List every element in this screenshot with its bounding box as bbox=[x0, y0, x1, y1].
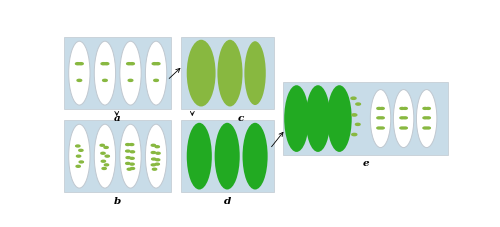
Circle shape bbox=[127, 168, 132, 170]
Ellipse shape bbox=[244, 41, 266, 105]
Circle shape bbox=[352, 114, 357, 116]
Circle shape bbox=[377, 127, 381, 129]
Circle shape bbox=[79, 161, 84, 163]
Text: d: d bbox=[224, 197, 231, 206]
Ellipse shape bbox=[68, 124, 90, 188]
Circle shape bbox=[423, 107, 427, 109]
Circle shape bbox=[152, 63, 157, 65]
Ellipse shape bbox=[416, 90, 437, 148]
Circle shape bbox=[400, 107, 404, 109]
Circle shape bbox=[155, 146, 160, 148]
Circle shape bbox=[126, 157, 130, 159]
Circle shape bbox=[76, 145, 80, 147]
Circle shape bbox=[76, 155, 80, 157]
Circle shape bbox=[78, 63, 83, 65]
Circle shape bbox=[77, 79, 82, 81]
Circle shape bbox=[102, 79, 108, 81]
Circle shape bbox=[156, 159, 160, 161]
Bar bbox=[64, 37, 171, 109]
Circle shape bbox=[155, 163, 160, 165]
Circle shape bbox=[400, 127, 404, 129]
Ellipse shape bbox=[94, 41, 116, 105]
Circle shape bbox=[151, 152, 156, 153]
Circle shape bbox=[151, 164, 156, 166]
Circle shape bbox=[426, 127, 430, 129]
Circle shape bbox=[380, 127, 384, 129]
Circle shape bbox=[79, 149, 83, 151]
Bar bbox=[284, 82, 448, 155]
Circle shape bbox=[403, 127, 407, 129]
Circle shape bbox=[105, 155, 110, 157]
Circle shape bbox=[400, 117, 404, 119]
Circle shape bbox=[154, 79, 158, 81]
Text: c: c bbox=[238, 114, 244, 123]
Ellipse shape bbox=[146, 41, 167, 105]
Circle shape bbox=[126, 150, 130, 152]
Ellipse shape bbox=[94, 124, 116, 188]
Ellipse shape bbox=[370, 90, 391, 148]
Circle shape bbox=[403, 107, 407, 109]
Circle shape bbox=[76, 63, 80, 65]
Circle shape bbox=[423, 117, 427, 119]
Ellipse shape bbox=[394, 90, 414, 148]
Text: b: b bbox=[114, 197, 122, 206]
Circle shape bbox=[423, 127, 427, 129]
Circle shape bbox=[151, 144, 156, 146]
Circle shape bbox=[104, 164, 108, 166]
Ellipse shape bbox=[306, 85, 330, 152]
Ellipse shape bbox=[186, 40, 216, 106]
Circle shape bbox=[101, 152, 105, 154]
Circle shape bbox=[130, 151, 134, 153]
Circle shape bbox=[126, 144, 130, 146]
Circle shape bbox=[403, 117, 407, 119]
Circle shape bbox=[356, 103, 360, 105]
Circle shape bbox=[380, 117, 384, 119]
Circle shape bbox=[426, 117, 430, 119]
Ellipse shape bbox=[146, 124, 167, 188]
Circle shape bbox=[152, 158, 156, 160]
Ellipse shape bbox=[68, 41, 90, 105]
Circle shape bbox=[102, 168, 106, 169]
Ellipse shape bbox=[218, 40, 242, 106]
Circle shape bbox=[104, 146, 108, 148]
Circle shape bbox=[76, 165, 80, 167]
Ellipse shape bbox=[186, 123, 212, 190]
Circle shape bbox=[377, 107, 381, 109]
Circle shape bbox=[130, 144, 134, 146]
Circle shape bbox=[377, 117, 381, 119]
Circle shape bbox=[104, 63, 109, 65]
Text: a: a bbox=[114, 114, 121, 123]
Circle shape bbox=[156, 63, 160, 65]
Circle shape bbox=[126, 63, 132, 65]
Circle shape bbox=[100, 144, 104, 146]
Circle shape bbox=[156, 152, 160, 154]
Circle shape bbox=[128, 79, 133, 81]
Circle shape bbox=[351, 97, 356, 99]
Circle shape bbox=[101, 160, 105, 162]
Ellipse shape bbox=[242, 123, 268, 190]
Circle shape bbox=[130, 63, 134, 65]
Circle shape bbox=[426, 107, 430, 109]
Circle shape bbox=[101, 63, 105, 65]
Bar bbox=[180, 120, 274, 192]
Bar bbox=[180, 37, 274, 109]
Ellipse shape bbox=[327, 85, 351, 152]
Circle shape bbox=[352, 133, 357, 136]
Text: e: e bbox=[362, 159, 369, 168]
Circle shape bbox=[126, 163, 130, 164]
Circle shape bbox=[130, 168, 134, 169]
Circle shape bbox=[130, 163, 134, 165]
Ellipse shape bbox=[120, 41, 141, 105]
Bar bbox=[64, 120, 171, 192]
Circle shape bbox=[380, 107, 384, 109]
Circle shape bbox=[130, 157, 134, 159]
Ellipse shape bbox=[214, 123, 240, 190]
Circle shape bbox=[152, 168, 156, 170]
Ellipse shape bbox=[120, 124, 141, 188]
Ellipse shape bbox=[284, 85, 309, 152]
Circle shape bbox=[356, 123, 360, 126]
